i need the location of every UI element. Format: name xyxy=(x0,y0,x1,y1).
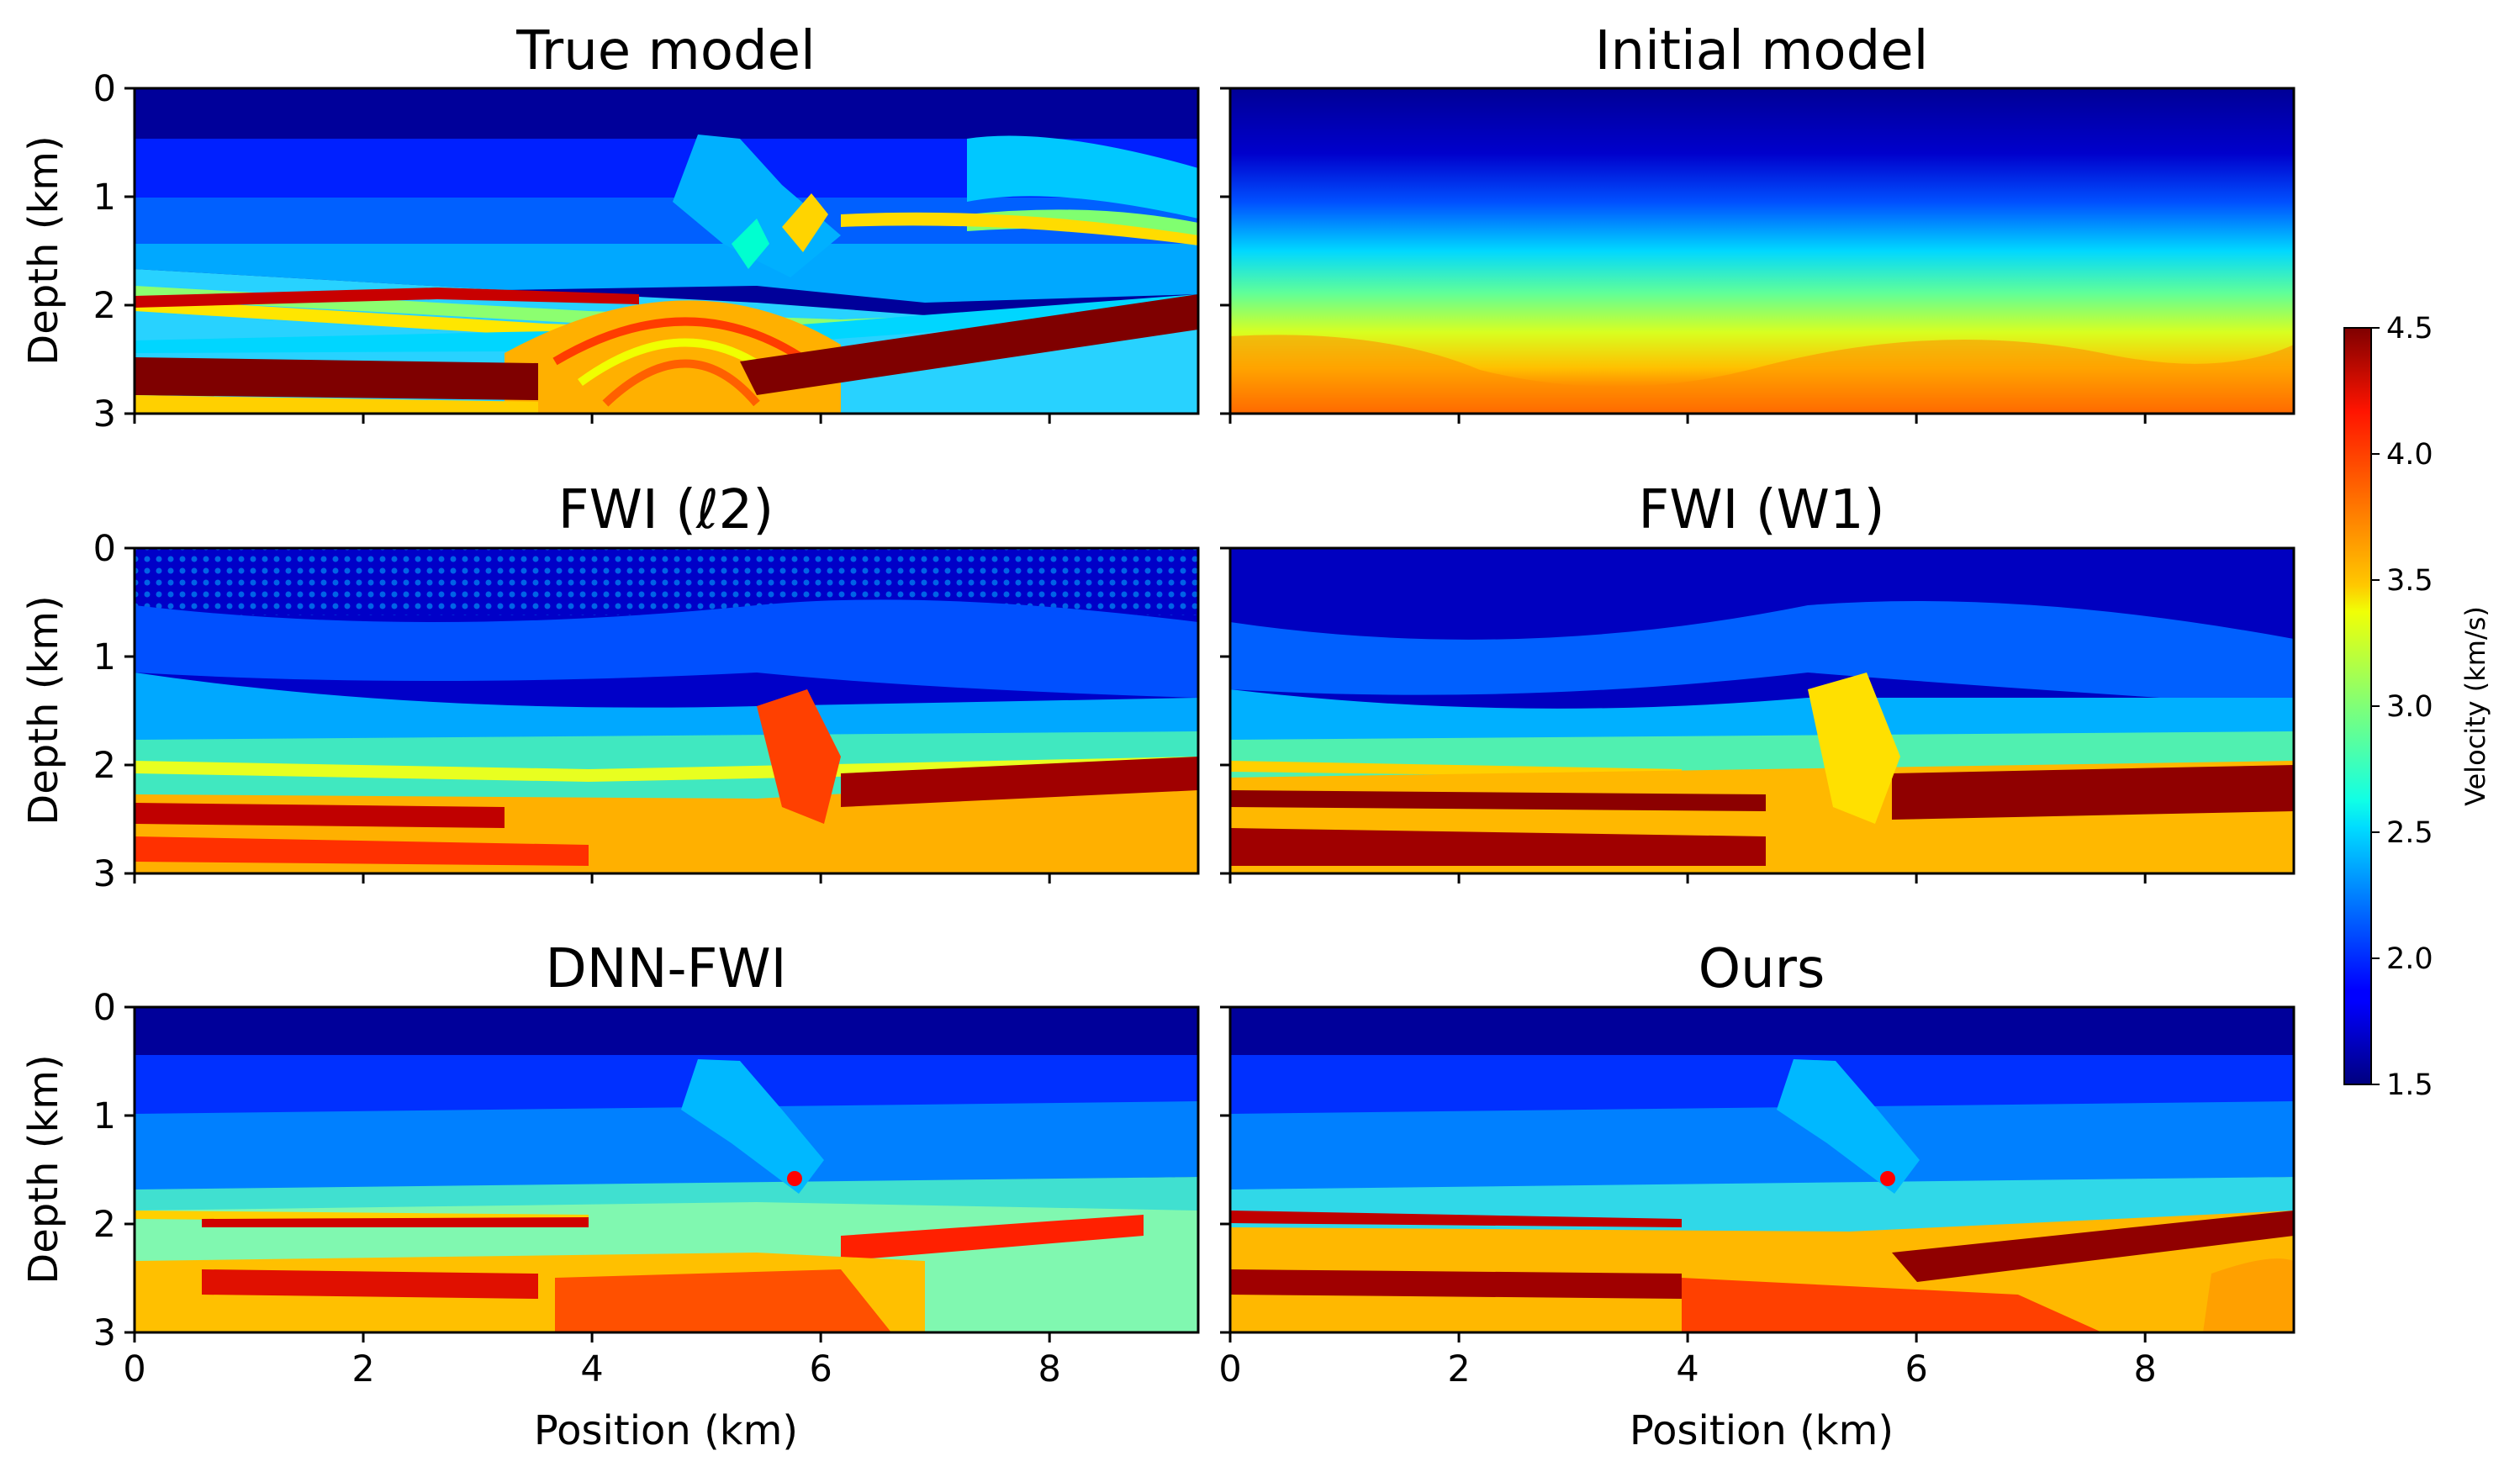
y-tick-label: 3 xyxy=(93,1312,116,1354)
x-tick-label: 4 xyxy=(580,1348,603,1390)
colorbar-tick-label: 4.0 xyxy=(2386,438,2433,472)
panel-fwi-w1 xyxy=(1228,546,2295,875)
y-tick-label: 2 xyxy=(93,285,116,327)
dnn-fwi-image xyxy=(135,1007,1198,1332)
colorbar-gradient xyxy=(2343,327,2372,1085)
panel-true-model xyxy=(133,87,1200,415)
colorbar-tick-label: 3.5 xyxy=(2386,564,2433,598)
x-tick-label: 6 xyxy=(1905,1348,1927,1390)
colorbar-tick-label: 2.5 xyxy=(2386,816,2433,850)
colorbar: 1.5 2.0 2.5 3.0 3.5 4.0 4.5 Velocity (km/s) xyxy=(2343,312,2491,1102)
panel-title-true-model: True model xyxy=(515,20,816,82)
panel-dnn-fwi xyxy=(133,1005,1200,1334)
x-axis-label-left: Position (km) xyxy=(534,1407,798,1454)
colorbar-tick-label: 4.5 xyxy=(2386,312,2433,346)
y-axis-label-row-1: Depth (km) xyxy=(20,135,67,365)
x-tick-label: 0 xyxy=(1218,1348,1241,1390)
panel-initial-model xyxy=(1228,87,2295,415)
x-tick-label: 2 xyxy=(1447,1348,1470,1390)
panel-title-fwi-w1: FWI (W1) xyxy=(1638,479,1884,541)
true-model-image xyxy=(135,88,1198,414)
panel-title-fwi-l2: FWI (ℓ2) xyxy=(558,479,774,541)
y-axis-label-row-3: Depth (km) xyxy=(20,1054,67,1284)
x-tick-label: 8 xyxy=(2133,1348,2156,1390)
initial-model-image xyxy=(1230,88,2294,414)
y-tick-label: 2 xyxy=(93,1204,116,1246)
x-tick-label: 4 xyxy=(1676,1348,1698,1390)
x-tick-label: 6 xyxy=(809,1348,832,1390)
x-tick-label: 0 xyxy=(123,1348,145,1390)
colorbar-tick-label: 2.0 xyxy=(2386,942,2433,976)
ours-image xyxy=(1230,1007,2294,1332)
y-tick-label: 0 xyxy=(93,68,116,110)
y-tick-label: 1 xyxy=(93,1095,116,1137)
panel-title-dnn-fwi: DNN-FWI xyxy=(545,938,786,1000)
x-axis-label-right: Position (km) xyxy=(1630,1407,1894,1454)
panel-title-ours: Ours xyxy=(1698,938,1825,1000)
y-axis-label-row-2: Depth (km) xyxy=(20,595,67,825)
colorbar-ticks: 1.5 2.0 2.5 3.0 3.5 4.0 4.5 xyxy=(2371,312,2433,1102)
y-tick-label: 0 xyxy=(93,987,116,1029)
colorbar-tick-label: 1.5 xyxy=(2386,1068,2433,1102)
y-tick-label: 0 xyxy=(93,528,116,570)
fwi-w1-image xyxy=(1230,548,2294,873)
panel-title-initial-model: Initial model xyxy=(1595,20,1929,82)
x-tick-label: 2 xyxy=(351,1348,374,1390)
panel-fwi-l2 xyxy=(133,546,1200,875)
y-tick-label: 1 xyxy=(93,636,116,678)
y-tick-label: 3 xyxy=(93,853,116,895)
y-tick-label: 2 xyxy=(93,745,116,787)
colorbar-label: Velocity (km/s) xyxy=(2459,606,2491,806)
x-tick-label: 8 xyxy=(1038,1348,1060,1390)
fwi-l2-image xyxy=(135,548,1198,873)
y-tick-label: 1 xyxy=(93,177,116,219)
colorbar-tick-label: 3.0 xyxy=(2386,690,2433,724)
panel-ours xyxy=(1228,1005,2295,1334)
y-tick-label: 3 xyxy=(93,393,116,435)
